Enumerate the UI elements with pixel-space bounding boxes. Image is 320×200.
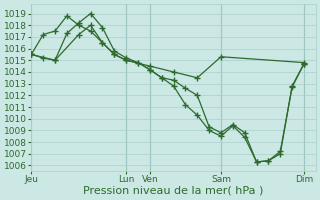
X-axis label: Pression niveau de la mer( hPa ): Pression niveau de la mer( hPa ) bbox=[84, 186, 264, 196]
